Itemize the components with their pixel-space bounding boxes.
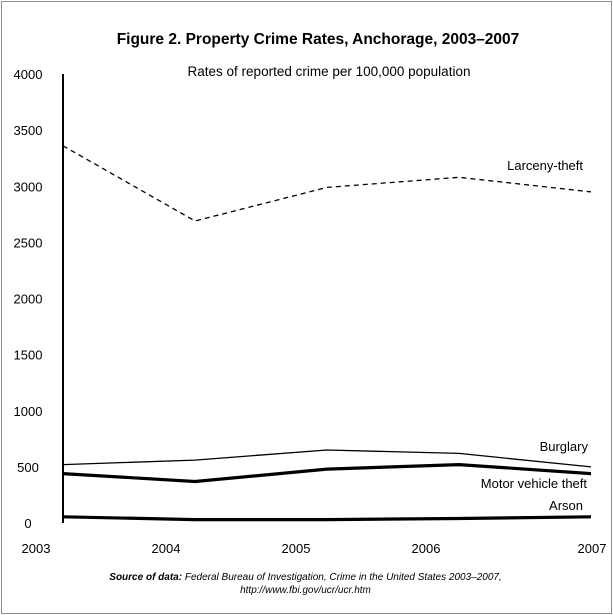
chart-title: Figure 2. Property Crime Rates, Anchorag… <box>117 31 520 48</box>
chart-subtitle: Rates of reported crime per 100,000 popu… <box>188 64 471 79</box>
source-heading: Source of data: <box>109 572 183 583</box>
x-tick-label: 2007 <box>578 541 607 556</box>
series-line-1 <box>62 449 592 468</box>
y-tick-label: 3500 <box>14 123 43 138</box>
x-tick-label: 2004 <box>152 541 181 556</box>
y-tick-label: 500 <box>17 460 39 475</box>
source-url: http://www.fbi.gov/ucr/ucr.htm <box>240 585 371 596</box>
source-note: Source of data: Federal Bureau of Invest… <box>0 571 611 597</box>
series-label: Motor vehicle theft <box>481 476 588 491</box>
y-tick-label: 3000 <box>14 179 43 194</box>
series-labels: Larceny-theft Burglary Motor vehicle theft… <box>481 158 589 513</box>
y-tick-label: 4000 <box>14 67 43 82</box>
y-tick-label: 2000 <box>14 292 43 307</box>
source-text: Federal Bureau of Investigation, Crime i… <box>182 572 502 583</box>
y-tick-label: 2500 <box>14 235 43 250</box>
x-tick-labels: 2003 2004 2005 2006 2007 <box>22 541 607 556</box>
y-tick-label: 1000 <box>14 404 43 419</box>
series-line-2 <box>62 463 592 484</box>
x-tick-label: 2006 <box>412 541 441 556</box>
y-tick-label: 1500 <box>14 348 43 363</box>
x-tick-label: 2003 <box>22 541 51 556</box>
series-line-3 <box>62 515 592 522</box>
y-tick-label: 0 <box>24 516 31 531</box>
series-lines <box>62 145 592 522</box>
series-label: Larceny-theft <box>507 158 583 173</box>
series-label: Arson <box>549 498 583 513</box>
series-line-0 <box>62 145 592 222</box>
x-tick-label: 2005 <box>282 541 311 556</box>
series-label: Burglary <box>540 439 589 454</box>
y-tick-labels: 0 500 1000 1500 2000 2500 3000 3500 4000 <box>14 67 43 531</box>
